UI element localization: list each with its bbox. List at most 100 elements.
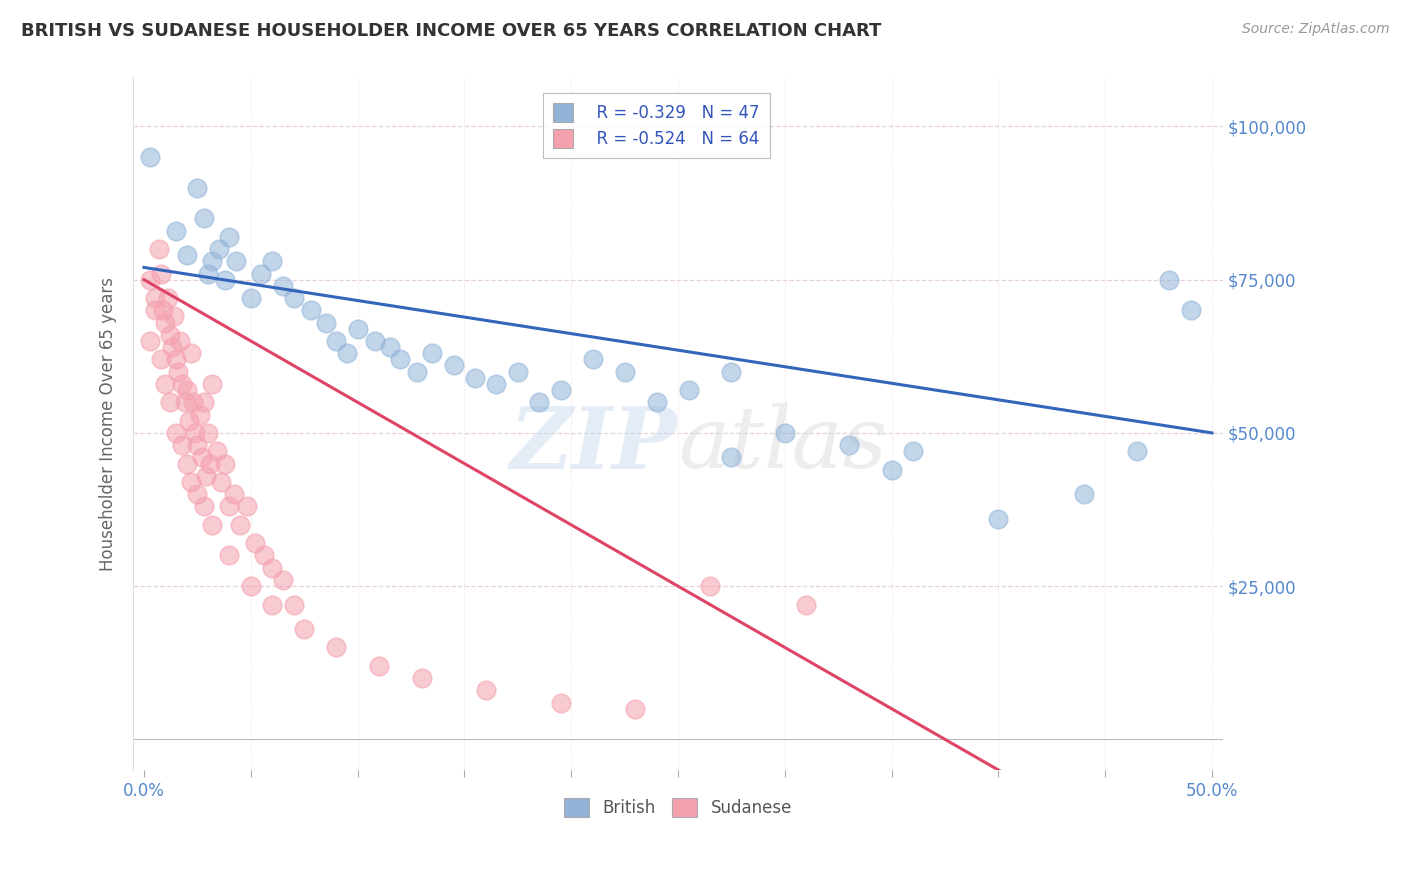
Point xyxy=(159,395,181,409)
Point xyxy=(159,327,181,342)
Point xyxy=(325,334,347,348)
Point xyxy=(180,475,202,489)
Point xyxy=(243,536,266,550)
Point xyxy=(368,658,391,673)
Point xyxy=(156,291,179,305)
Point xyxy=(184,425,207,440)
Point xyxy=(155,316,177,330)
Point xyxy=(197,267,219,281)
Point xyxy=(155,376,177,391)
Point xyxy=(262,560,284,574)
Point xyxy=(346,322,368,336)
Point xyxy=(527,395,550,409)
Point xyxy=(165,352,187,367)
Point xyxy=(406,365,429,379)
Point xyxy=(262,598,284,612)
Text: BRITISH VS SUDANESE HOUSEHOLDER INCOME OVER 65 YEARS CORRELATION CHART: BRITISH VS SUDANESE HOUSEHOLDER INCOME O… xyxy=(21,22,882,40)
Point xyxy=(474,683,496,698)
Point xyxy=(363,334,385,348)
Point xyxy=(190,450,212,465)
Point xyxy=(411,671,433,685)
Point xyxy=(205,444,228,458)
Point xyxy=(176,457,198,471)
Point xyxy=(645,395,668,409)
Point xyxy=(172,438,194,452)
Point xyxy=(250,267,273,281)
Point xyxy=(214,457,236,471)
Legend: British, Sudanese: British, Sudanese xyxy=(557,791,799,824)
Point xyxy=(271,573,294,587)
Point xyxy=(150,267,173,281)
Point xyxy=(336,346,359,360)
Point xyxy=(176,383,198,397)
Point xyxy=(225,254,247,268)
Point xyxy=(1126,444,1149,458)
Point xyxy=(143,291,166,305)
Point xyxy=(443,359,465,373)
Point xyxy=(794,598,817,612)
Point xyxy=(464,370,486,384)
Point xyxy=(201,517,224,532)
Point xyxy=(150,352,173,367)
Point xyxy=(167,365,190,379)
Point xyxy=(1073,487,1095,501)
Point xyxy=(283,291,305,305)
Point xyxy=(143,303,166,318)
Point xyxy=(208,242,231,256)
Point xyxy=(550,383,572,397)
Point xyxy=(315,316,337,330)
Text: atlas: atlas xyxy=(678,403,887,486)
Point xyxy=(193,500,215,514)
Point xyxy=(880,463,903,477)
Point xyxy=(165,224,187,238)
Point xyxy=(152,303,174,318)
Point xyxy=(239,579,262,593)
Point xyxy=(176,248,198,262)
Point xyxy=(901,444,924,458)
Point xyxy=(139,273,162,287)
Point xyxy=(181,395,204,409)
Point xyxy=(506,365,529,379)
Point xyxy=(169,334,191,348)
Point xyxy=(201,376,224,391)
Point xyxy=(485,376,508,391)
Point xyxy=(229,517,252,532)
Point xyxy=(139,334,162,348)
Point xyxy=(218,500,240,514)
Point xyxy=(201,254,224,268)
Point xyxy=(222,487,245,501)
Point xyxy=(197,425,219,440)
Point xyxy=(148,242,170,256)
Point xyxy=(163,310,186,324)
Point xyxy=(186,487,208,501)
Point xyxy=(1159,273,1181,287)
Y-axis label: Householder Income Over 65 years: Householder Income Over 65 years xyxy=(100,277,117,571)
Point xyxy=(177,414,200,428)
Point xyxy=(218,549,240,563)
Point xyxy=(139,150,162,164)
Point xyxy=(172,376,194,391)
Point xyxy=(613,365,636,379)
Point xyxy=(262,254,284,268)
Point xyxy=(194,468,217,483)
Point xyxy=(389,352,412,367)
Point xyxy=(624,702,647,716)
Point xyxy=(165,425,187,440)
Point xyxy=(581,352,603,367)
Point xyxy=(325,640,347,655)
Point xyxy=(720,365,742,379)
Point xyxy=(193,211,215,226)
Point xyxy=(160,340,183,354)
Point xyxy=(838,438,860,452)
Text: Source: ZipAtlas.com: Source: ZipAtlas.com xyxy=(1241,22,1389,37)
Point xyxy=(186,438,208,452)
Point xyxy=(173,395,195,409)
Point xyxy=(378,340,401,354)
Text: ZIP: ZIP xyxy=(510,403,678,486)
Point xyxy=(422,346,444,360)
Point xyxy=(218,229,240,244)
Point xyxy=(271,278,294,293)
Point xyxy=(720,450,742,465)
Point xyxy=(699,579,721,593)
Point xyxy=(235,500,257,514)
